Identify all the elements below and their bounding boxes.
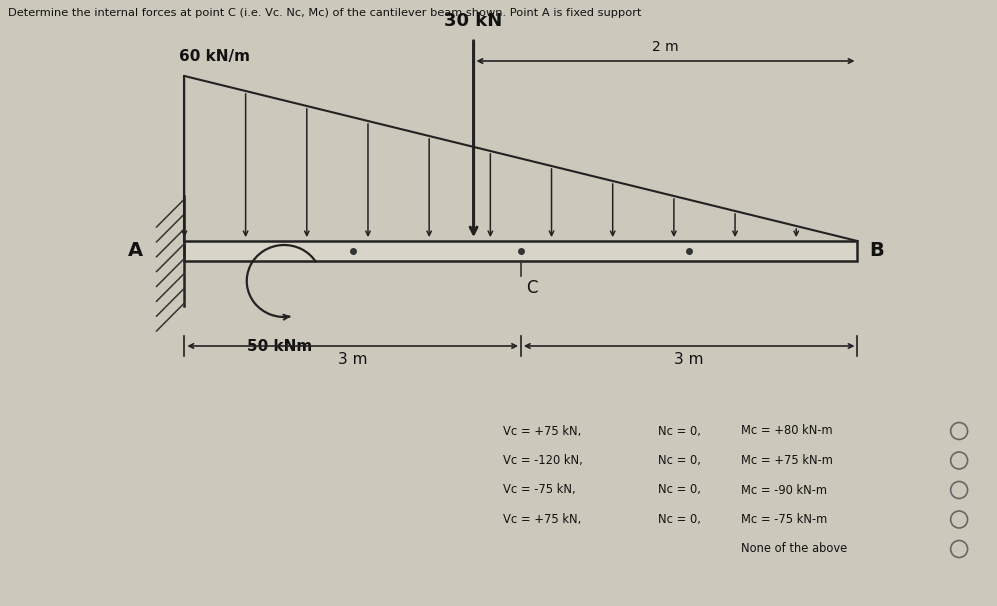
Text: Nc = 0,: Nc = 0,: [658, 424, 701, 438]
Text: 2 m: 2 m: [652, 40, 679, 54]
Text: None of the above: None of the above: [741, 542, 847, 556]
Text: 3 m: 3 m: [674, 352, 704, 367]
Text: Vc = -75 kN,: Vc = -75 kN,: [503, 484, 576, 496]
Text: Vc = -120 kN,: Vc = -120 kN,: [503, 454, 583, 467]
Text: Mc = -90 kN-m: Mc = -90 kN-m: [741, 484, 827, 496]
Text: A: A: [128, 242, 143, 261]
Text: 60 kN/m: 60 kN/m: [179, 49, 250, 64]
Text: B: B: [869, 242, 884, 261]
Text: 50 kNm: 50 kNm: [246, 339, 312, 354]
Text: 30 kN: 30 kN: [445, 12, 502, 30]
Text: Nc = 0,: Nc = 0,: [658, 454, 701, 467]
Text: Mc = -75 kN-m: Mc = -75 kN-m: [741, 513, 828, 526]
Bar: [184, 241, 857, 261]
Text: Nc = 0,: Nc = 0,: [658, 513, 701, 526]
Text: Nc = 0,: Nc = 0,: [658, 484, 701, 496]
Text: 3 m: 3 m: [338, 352, 368, 367]
Text: Mc = +75 kN-m: Mc = +75 kN-m: [741, 454, 832, 467]
Text: Determine the internal forces at point C (i.e. Vc. Nc, Mc) of the cantilever bea: Determine the internal forces at point C…: [8, 8, 641, 18]
Text: Vc = +75 kN,: Vc = +75 kN,: [503, 424, 581, 438]
Text: C: C: [525, 279, 537, 297]
Text: Vc = +75 kN,: Vc = +75 kN,: [503, 513, 581, 526]
Text: Mc = +80 kN-m: Mc = +80 kN-m: [741, 424, 832, 438]
